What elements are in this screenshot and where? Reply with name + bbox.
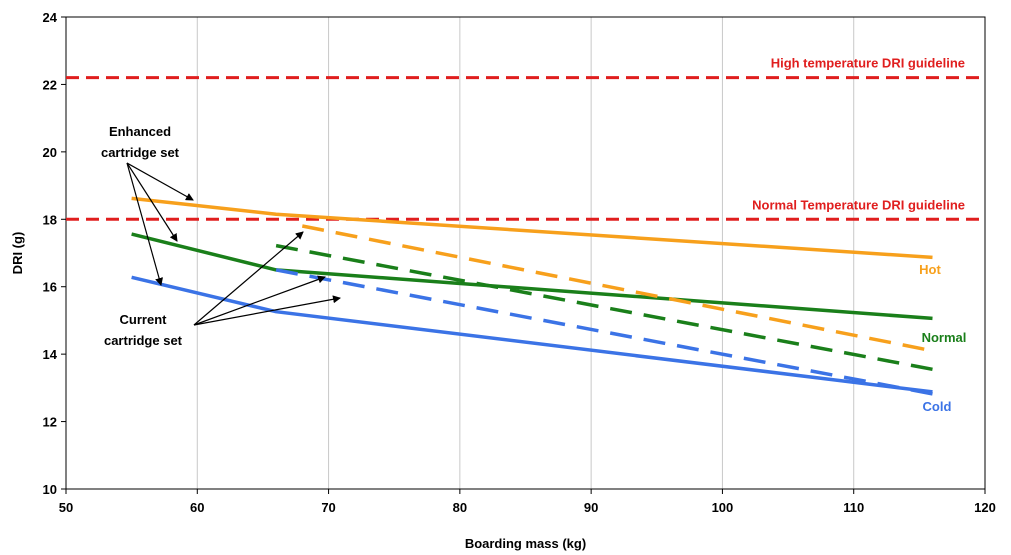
series-line-4 bbox=[275, 243, 933, 372]
x-tick-label: 110 bbox=[843, 500, 864, 515]
x-tick-label: 120 bbox=[974, 500, 996, 515]
annotation-arrow-0 bbox=[126, 162, 194, 201]
x-tick-label: 80 bbox=[453, 500, 467, 515]
y-tick-label: 24 bbox=[43, 10, 58, 25]
annotation-current-line1: Current bbox=[120, 312, 168, 327]
plot-frame bbox=[65, 16, 986, 490]
series-line-0 bbox=[131, 196, 933, 260]
x-tick-label: 70 bbox=[321, 500, 335, 515]
y-tick-label: 22 bbox=[43, 77, 57, 92]
x-axis-title: Boarding mass (kg) bbox=[465, 536, 586, 551]
x-tick-label: 60 bbox=[190, 500, 204, 515]
annotation-current-line2: cartridge set bbox=[104, 333, 183, 348]
y-tick-label: 18 bbox=[43, 212, 57, 227]
guidelines: High temperature DRI guideline Normal Tem… bbox=[66, 56, 985, 221]
y-tick-label: 16 bbox=[43, 280, 57, 295]
annotation-arrow-4 bbox=[193, 275, 326, 326]
series-line-5 bbox=[275, 268, 933, 396]
annotation-arrow-5 bbox=[193, 295, 341, 326]
series-line-2 bbox=[131, 275, 933, 394]
series-lines bbox=[131, 196, 933, 396]
x-tick-label: 50 bbox=[59, 500, 73, 515]
annotation-arrow-1 bbox=[126, 162, 178, 242]
annotations: Enhanced cartridge set Current cartridge se… bbox=[101, 124, 341, 348]
guideline-label-1: Normal Temperature DRI guideline bbox=[752, 197, 965, 212]
annotation-enhanced-line2: cartridge set bbox=[101, 145, 180, 160]
guideline-label-0: High temperature DRI guideline bbox=[771, 56, 965, 71]
y-axis-title: DRI (g) bbox=[10, 232, 25, 275]
annotation-arrow-3 bbox=[193, 231, 304, 326]
series-line-3 bbox=[301, 224, 933, 353]
labels: Hot Normal Cold bbox=[919, 262, 966, 414]
series-label-cold: Cold bbox=[923, 399, 952, 414]
annotation-enhanced-line1: Enhanced bbox=[109, 124, 171, 139]
y-tick-label: 12 bbox=[43, 415, 57, 430]
series-label-hot: Hot bbox=[919, 262, 941, 277]
x-tick-label: 100 bbox=[712, 500, 734, 515]
y-tick-label: 10 bbox=[43, 482, 57, 497]
y-tick-label: 20 bbox=[43, 145, 57, 160]
series-label-normal: Normal bbox=[922, 330, 967, 345]
y-tick-label: 14 bbox=[43, 347, 58, 362]
axes: 10 12 14 16 18 20 22 24 50 60 70 80 90 100 110 120 Board… bbox=[10, 10, 996, 551]
x-tick-label: 90 bbox=[584, 500, 598, 515]
annotation-arrow-2 bbox=[126, 162, 163, 286]
